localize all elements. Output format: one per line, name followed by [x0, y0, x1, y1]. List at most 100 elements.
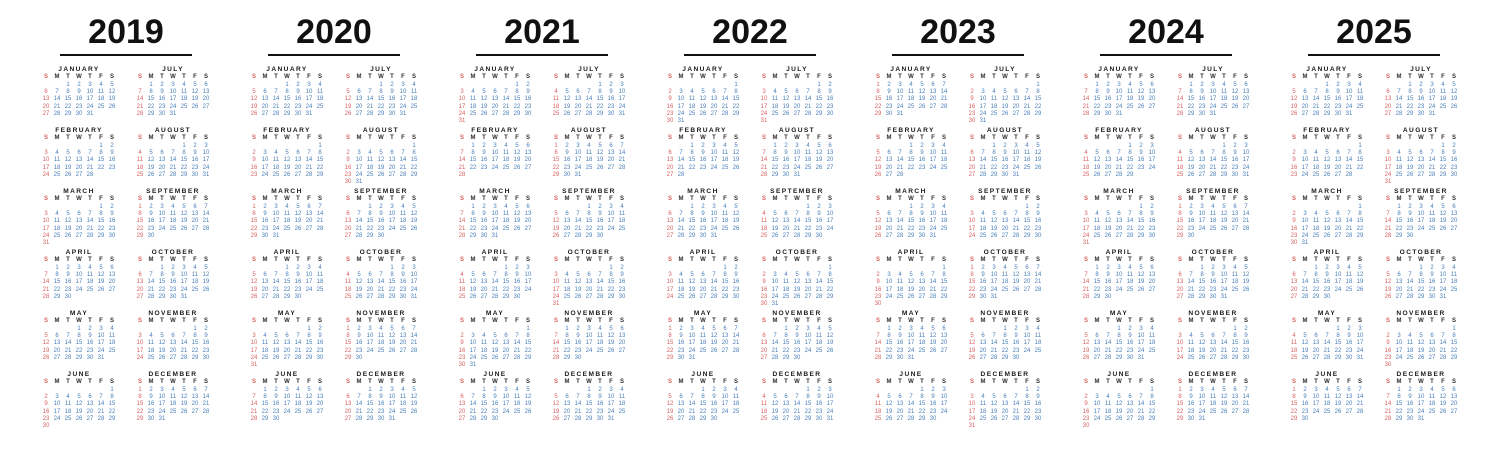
date-cell: 27 [261, 293, 269, 300]
date-cell: 25 [618, 225, 626, 232]
date-cell: 6 [77, 149, 81, 156]
date-cell: 25 [874, 415, 882, 422]
date-cell: 24 [53, 415, 61, 422]
date-cell: 21 [399, 164, 407, 171]
year-title: 2025 [1336, 13, 1412, 51]
date-cell: 5 [493, 332, 497, 339]
date-cell: 24 [283, 408, 291, 415]
weekday-header: T [1430, 135, 1434, 142]
date-cell: 24 [990, 286, 998, 293]
date-cell: 25 [721, 225, 729, 232]
date-cell: 26 [990, 232, 998, 239]
date-cell: 1 [734, 81, 738, 88]
date-cell: 28 [804, 110, 812, 117]
empty-cell [304, 143, 315, 150]
date-cell: 17 [388, 218, 396, 225]
date-cell: 12 [469, 279, 477, 286]
month-june-2019: JUNE S M T W T F S 1 2 3 4 5 6 7 8 9 10 11 12 13 14 15 16 17 18 19… [40, 369, 118, 430]
date-cell: 23 [294, 286, 302, 293]
date-cell: 26 [1115, 415, 1123, 422]
date-cell: 1 [1452, 325, 1456, 332]
empty-cell [1103, 387, 1114, 394]
date-cell: 3 [898, 81, 902, 88]
date-cell: 2 [263, 203, 267, 210]
date-cell: 7 [515, 332, 519, 339]
date-cell: 25 [815, 347, 823, 354]
month-name: NOVEMBER [564, 310, 614, 318]
date-cell: 28 [316, 225, 324, 232]
date-cell: 29 [366, 232, 374, 239]
day-grid: S M T W T F S 1 2 3 4 5 6 7 8 9 10 11 12 13 14 15 16 17 18 19 20 21… [1382, 257, 1460, 301]
weekday-header: W [586, 257, 592, 264]
date-cell: 10 [1334, 271, 1342, 278]
weekday-header: S [1291, 318, 1296, 325]
date-cell: 4 [55, 149, 59, 156]
date-cell: 3 [1386, 149, 1390, 156]
date-cell: 22 [1356, 225, 1364, 232]
weekday-header: T [690, 135, 694, 142]
date-cell: 16 [699, 157, 707, 164]
weekday-header: M [470, 196, 476, 203]
date-cell: 29 [1450, 354, 1458, 361]
date-cell: 27 [1312, 354, 1320, 361]
date-cell: 11 [1428, 210, 1436, 217]
weekday-header: F [817, 318, 821, 325]
day-grid: S M T W T F S 1 2 3 4 5 6 7 8 9 10 11 12 13 14 15 16 17 18 19 20 21… [248, 135, 326, 179]
date-cell: 6 [1211, 332, 1215, 339]
date-cell: 7 [368, 88, 372, 95]
date-cell: 26 [513, 164, 521, 171]
date-cell: 9 [493, 393, 497, 400]
date-cell: 19 [191, 96, 199, 103]
date-cell: 13 [305, 210, 313, 217]
date-cell: 26 [1137, 103, 1145, 110]
date-cell: 28 [1356, 408, 1364, 415]
empty-cell [873, 265, 884, 272]
month-june-2021: JUNE S M T W T F S 1 2 3 4 5 6 7 8 9 10 11 12 13 14 15 16 17 18 19… [456, 369, 534, 430]
month-august-2019: AUGUST S M T W T F S 1 2 3 4 5 6 7 8 9 10 11 12 13 14 15 16 17 18… [134, 125, 212, 186]
date-cell: 17 [1395, 347, 1403, 354]
date-cell: 21 [202, 401, 210, 408]
weekday-header: W [1210, 196, 1216, 203]
date-cell: 22 [968, 286, 976, 293]
date-cell: 15 [1356, 157, 1364, 164]
date-cell: 12 [1012, 271, 1020, 278]
date-cell: 26 [1093, 171, 1101, 178]
date-cell: 2 [784, 142, 788, 149]
weekday-header: S [827, 135, 832, 142]
year-block-2023: 2023 JANUARY S M T W T F S 1 2 3 4 5 6 7 8 9 10 11 12 13 14 15 1… [854, 0, 1062, 454]
date-cell: 5 [1358, 264, 1362, 271]
weekday-header: F [817, 135, 821, 142]
date-cell: 28 [1220, 354, 1228, 361]
date-cell: 4 [171, 386, 175, 393]
date-cell: 19 [202, 279, 210, 286]
weekday-header: F [1139, 257, 1143, 264]
date-cell: 25 [1104, 415, 1112, 422]
date-cell: 11 [760, 218, 768, 225]
date-cell: 19 [1334, 401, 1342, 408]
date-cell: 22 [688, 225, 696, 232]
date-cell: 3 [274, 203, 278, 210]
weekday-header: S [1083, 379, 1088, 386]
date-cell: 20 [618, 340, 626, 347]
date-cell: 20 [158, 164, 166, 171]
date-cell: 4 [762, 393, 766, 400]
date-cell: 29 [1176, 415, 1184, 422]
weekday-header: F [931, 379, 935, 386]
month-name: MAY [69, 310, 89, 318]
weekday-header: F [193, 135, 197, 142]
date-cell: 18 [283, 218, 291, 225]
weekday-header: T [504, 379, 508, 386]
date-cell: 17 [1082, 225, 1090, 232]
date-cell: 18 [1356, 96, 1364, 103]
date-cell: 18 [1176, 164, 1184, 171]
date-cell: 29 [666, 354, 674, 361]
date-cell: 13 [191, 393, 199, 400]
date-cell: 23 [979, 286, 987, 293]
day-grid: S M T W T F S 1 2 3 4 5 6 7 8 9 10 11 12 13 14 15 16 17 18 19 20 21… [248, 379, 326, 423]
date-cell: 25 [1093, 232, 1101, 239]
date-cell: 8 [1314, 271, 1318, 278]
date-cell: 2 [876, 271, 880, 278]
date-cell: 27 [191, 225, 199, 232]
date-cell: 29 [366, 415, 374, 422]
date-cell: 30 [699, 232, 707, 239]
